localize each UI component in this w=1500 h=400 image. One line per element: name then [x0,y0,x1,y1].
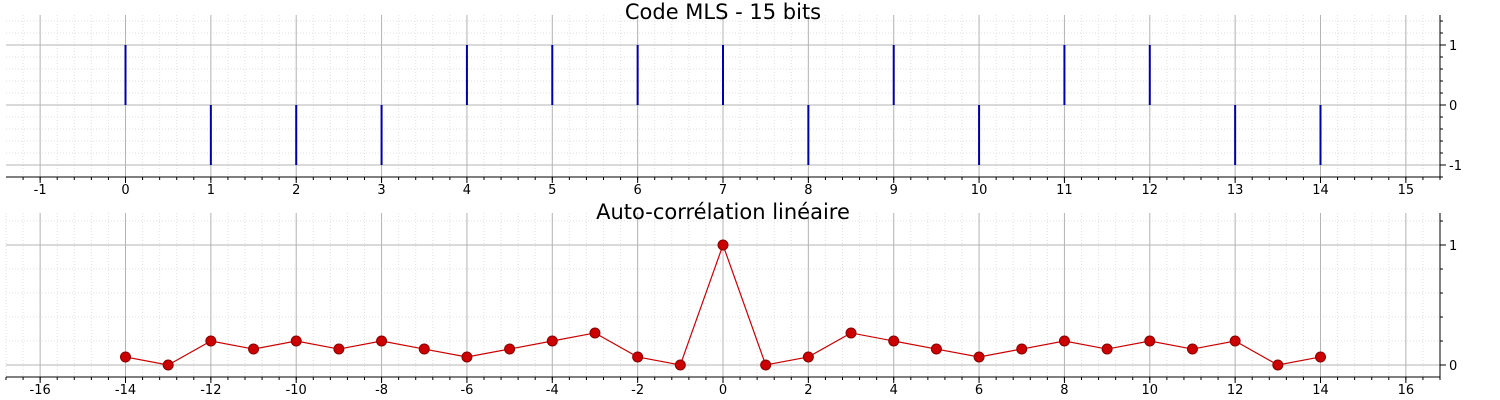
data-point [1272,359,1284,371]
x-tick-label: 8 [804,183,812,198]
x-tick-label: -2 [631,383,644,398]
x-tick-label: -8 [375,383,388,398]
y-tick-label: 0 [1449,99,1457,114]
data-point [1101,343,1113,355]
data-point [1144,335,1156,347]
data-point [546,335,558,347]
data-point [973,351,985,363]
x-tick-label: 2 [292,183,300,198]
data-point [333,343,345,355]
x-tick-label: 12 [1227,383,1244,398]
x-tick-label: 8 [1060,383,1068,398]
data-point [120,351,131,363]
x-tick-label: 9 [890,183,898,198]
x-tick-label: 7 [719,183,727,198]
data-point [760,359,772,371]
x-tick-label: 15 [1398,183,1415,198]
x-tick-label: 6 [975,383,983,398]
data-point [888,335,900,347]
x-tick-label: 14 [1312,183,1329,198]
x-tick-label: -14 [115,383,136,398]
x-tick-label: 14 [1312,383,1329,398]
data-point [930,343,942,355]
x-tick-label: 4 [463,183,471,198]
data-point [1229,335,1241,347]
x-tick-label: 1 [207,183,215,198]
x-tick-label: -6 [460,383,473,398]
x-tick-label: -12 [200,383,221,398]
data-point [418,343,430,355]
x-tick-label: 11 [1056,183,1073,198]
y-tick-label: 1 [1449,239,1457,254]
chart-panel-2: -16 -14 -12 -10 -8 -6 -4 -2 0 2 4 6 8 10 12 14 16 0 1 Auto-… [5,200,1457,398]
x-tick-label: -1 [34,183,47,198]
y-tick-label: -1 [1449,159,1462,174]
x-tick-label: -16 [30,383,51,398]
data-point [717,239,729,251]
data-point [1058,335,1070,347]
x-tick-label: 12 [1142,183,1159,198]
y-tick-label: 1 [1449,39,1457,54]
x-tick-label: 10 [971,183,988,198]
x-tick-label: 4 [890,383,898,398]
x-tick-label: 13 [1227,183,1244,198]
data-point [674,359,686,371]
data-point [461,351,473,363]
x-tick-label: 16 [1398,383,1415,398]
x-tick-label: 10 [1142,383,1159,398]
data-point [589,327,601,339]
chart-title: Code MLS - 15 bits [625,0,821,24]
data-point [845,327,857,339]
data-point [290,335,302,347]
data-point [248,343,260,355]
x-tick-label: -4 [546,383,559,398]
data-point [504,343,516,355]
data-point [205,335,217,347]
data-point [632,351,644,363]
data-point [1186,343,1198,355]
data-point [1315,351,1326,363]
x-tick-label: 3 [377,183,385,198]
chart-title: Auto-corrélation linéaire [596,200,850,224]
x-tick-label: 0 [719,383,727,398]
x-tick-label: -10 [286,383,307,398]
data-point [802,351,814,363]
x-tick-label: 5 [548,183,556,198]
y-tick-label: 0 [1449,359,1457,374]
data-point [1016,343,1028,355]
x-tick-label: 2 [804,383,812,398]
x-tick-label: 0 [121,183,129,198]
data-point [376,335,388,347]
data-point [162,359,174,371]
x-tick-label: 6 [634,183,642,198]
